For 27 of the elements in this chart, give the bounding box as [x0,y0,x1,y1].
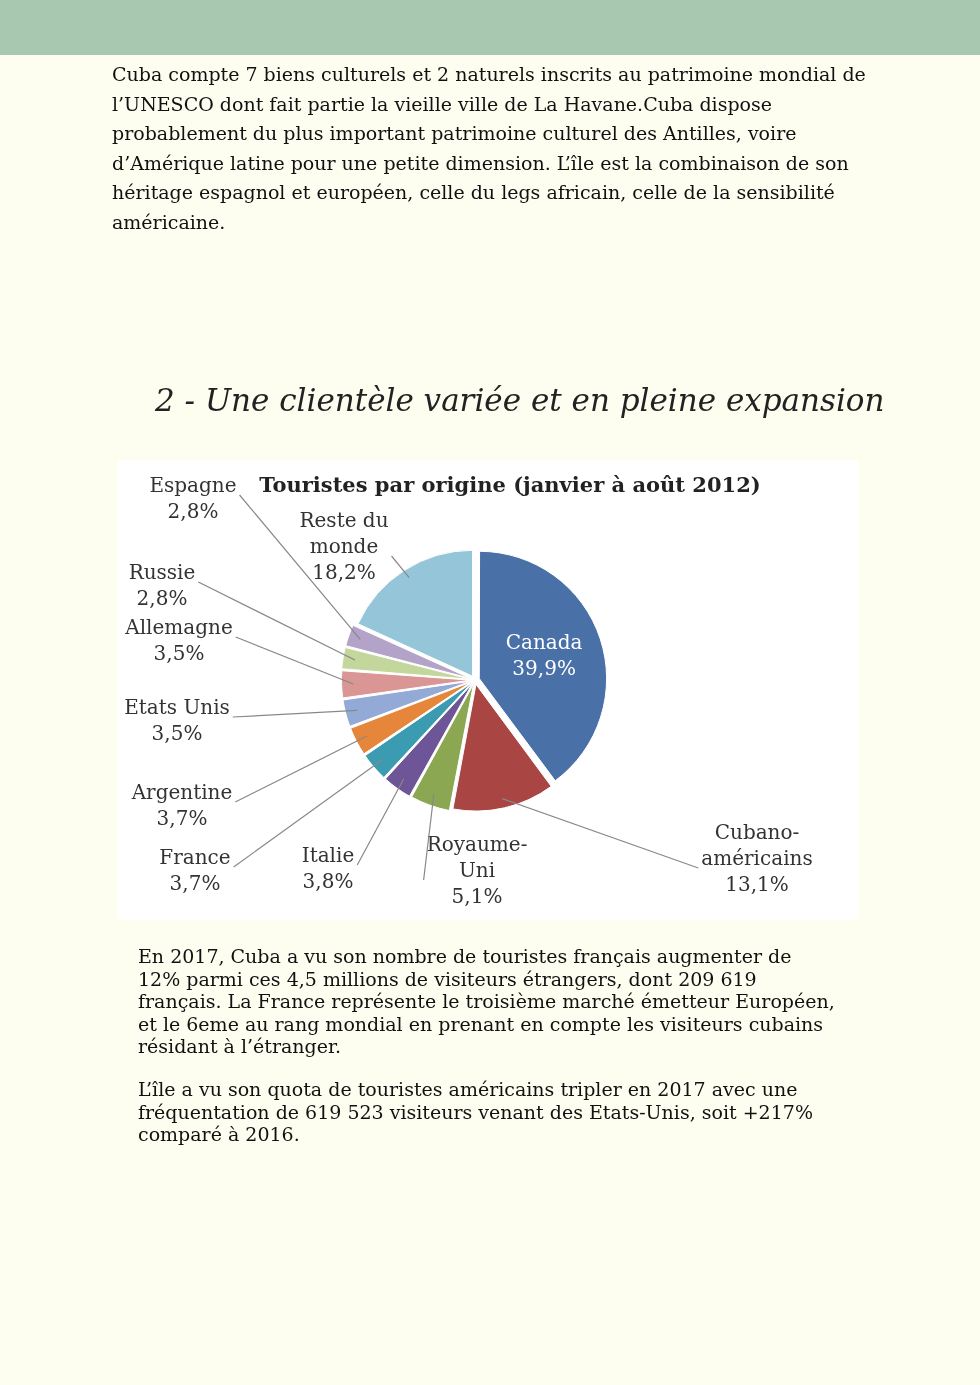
data-label: 18,2% [312,560,376,585]
chart-title: Touristes par origine (janvier à août 2012) [259,472,761,498]
data-label: 2,8% [136,586,188,611]
slice-label: Canada [505,630,583,655]
data-label: 3,5% [151,721,203,746]
data-label: 3,8% [302,869,354,894]
slice-label: Cubano-américains [701,820,813,871]
slice-label: Russie [128,560,196,585]
slice-label: Espagne [149,473,237,498]
slice-label: Argentine [130,780,233,805]
data-label: 13,1% [725,872,789,897]
slice-label: Allemagne [124,615,233,640]
data-label: 2,8% [167,499,219,524]
data-label: 39,9% [512,656,576,681]
slice-label: Italie [301,843,355,868]
data-label: 3,5% [153,641,205,666]
slice-label: France [159,845,231,870]
slice-label: Royaume-Uni [426,832,528,883]
data-label: 3,7% [156,806,208,831]
data-label: 3,7% [169,871,221,896]
slice-label: Etats Unis [124,695,230,720]
text: L’île a vu son quota de touristes américains tripler en 2017 avec une fréquentation de 619 523 visiteurs venant des Etats-Unis, soit +217% comparé à 2016. [138,1078,814,1146]
slice-label: Reste du monde [299,508,389,559]
data-label: 5,1% [451,884,503,909]
text: Cuba compte 7 biens culturels et 2 naturels inscrits au patrimoine mondial de l’UNESCO dont fait partie la vieille ville de La Havane.Cuba dispose probablement du plus important patrimoine culturel des Antilles, voire d’Amérique latine pour une petite dimension. L’île est la combinaison de son héritage espagnol et européen, celle du legs africain, celle de la sensibilité américaine. [112,62,867,235]
text: En 2017, Cuba a vu son nombre de touristes français augmenter de 12% parmi ces 4,5 millions de visiteurs étrangers, dont 209 619 français. La France représente le troisième marché émetteur Européen, et le 6eme au rang mondial en prenant en compte les visiteurs cubains résidant à l’étranger. [138,945,836,1058]
text: 2 - Une clientèle variée et en pleine expansion [155,382,885,418]
